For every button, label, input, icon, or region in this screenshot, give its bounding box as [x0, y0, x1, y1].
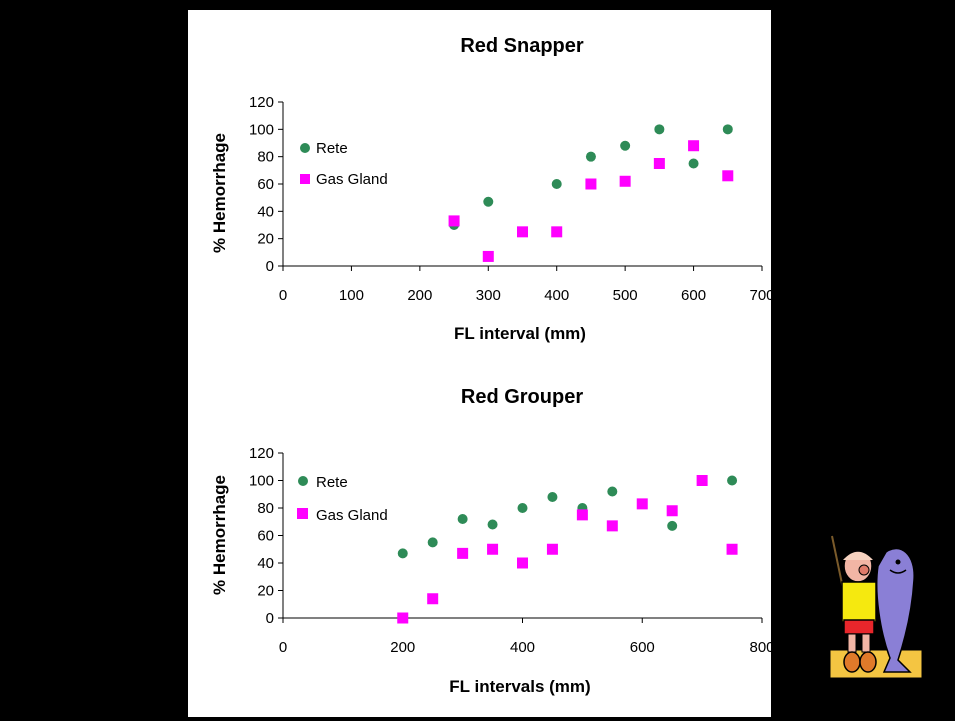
- point-gas-gland: [619, 175, 631, 187]
- legend-label-rete: Rete: [316, 140, 348, 157]
- x-axis-label: FL interval (mm): [454, 324, 586, 343]
- point-rete: [457, 514, 468, 524]
- point-rete: [607, 486, 618, 497]
- legend-label-rete: Rete: [316, 474, 348, 491]
- y-tick-label: 80: [257, 149, 274, 166]
- point-rete: [427, 537, 438, 548]
- chart-red-grouper: Red Grouper % Hemorrhage FL intervals (m…: [210, 386, 775, 696]
- point-gas-gland: [517, 226, 528, 238]
- slide-panel: [188, 10, 771, 717]
- legend-marker-rete: [300, 143, 310, 153]
- x-tick-label: 400: [510, 639, 535, 656]
- y-tick-label: 120: [249, 445, 274, 462]
- x-tick-label: 300: [476, 287, 501, 304]
- x-tick-label: 800: [749, 639, 774, 656]
- point-gas-gland: [636, 498, 648, 510]
- y-tick-label: 0: [266, 258, 274, 275]
- y-axis-label: % Hemorrhage: [210, 133, 229, 253]
- x-tick-label: 400: [544, 287, 569, 304]
- tick-labels: 0 100 200 300 400 500 600 700 0 20 40 60 80 100 120: [249, 94, 775, 304]
- legend: Rete Gas Gland: [297, 474, 388, 524]
- y-tick-label: 20: [257, 583, 274, 600]
- x-tick-label: 700: [749, 287, 774, 304]
- point-gas-gland: [722, 170, 734, 182]
- chart-title: Red Snapper: [460, 35, 584, 57]
- point-gas-gland: [726, 543, 738, 555]
- y-tick-label: 60: [257, 176, 274, 193]
- point-rete: [585, 151, 596, 162]
- point-gas-gland: [551, 226, 563, 238]
- y-tick-label: 0: [266, 610, 274, 627]
- y-tick-label: 40: [257, 203, 274, 220]
- x-axis-label: FL intervals (mm): [449, 677, 590, 696]
- y-tick-label: 60: [257, 528, 274, 545]
- point-rete: [551, 179, 562, 189]
- tick-labels: 0 200 400 600 800 0 20 40 60 80 100 120: [249, 445, 775, 656]
- axes: [278, 101, 763, 271]
- point-rete: [620, 140, 631, 151]
- point-rete: [517, 503, 528, 513]
- point-gas-gland: [482, 250, 494, 262]
- point-gas-gland: [397, 612, 409, 624]
- x-tick-label: 600: [681, 287, 706, 304]
- point-gas-gland: [546, 543, 558, 555]
- legend-marker-rete: [298, 476, 308, 486]
- legend-label-gas-gland: Gas Gland: [316, 171, 388, 188]
- point-gas-gland: [653, 158, 665, 169]
- y-tick-label: 100: [249, 473, 274, 490]
- legend-marker-gas-gland: [297, 508, 308, 519]
- point-rete: [667, 520, 678, 531]
- data-marks: [448, 124, 734, 262]
- point-gas-gland: [427, 593, 439, 605]
- y-tick-label: 120: [249, 94, 274, 111]
- legend-label-gas-gland: Gas Gland: [316, 507, 388, 524]
- point-rete: [654, 124, 665, 135]
- x-tick-label: 500: [613, 287, 638, 304]
- x-tick-label: 0: [279, 639, 287, 656]
- data-marks: [397, 475, 738, 624]
- point-rete: [483, 196, 494, 207]
- point-gas-gland: [576, 509, 588, 521]
- x-tick-label: 600: [630, 639, 655, 656]
- x-tick-label: 100: [339, 287, 364, 304]
- point-rete: [397, 548, 408, 559]
- point-rete: [722, 124, 733, 135]
- point-gas-gland: [448, 215, 460, 227]
- point-gas-gland: [696, 475, 708, 486]
- point-rete: [727, 475, 738, 486]
- point-gas-gland: [487, 543, 499, 555]
- point-gas-gland: [688, 140, 700, 152]
- point-gas-gland: [666, 505, 678, 517]
- chart-title: Red Grouper: [461, 386, 583, 408]
- point-rete: [547, 492, 558, 502]
- point-gas-gland: [517, 557, 528, 569]
- x-tick-label: 200: [407, 287, 432, 304]
- axes: [278, 452, 763, 623]
- fisherman-with-fish-icon: [829, 535, 923, 679]
- point-gas-gland: [457, 547, 469, 559]
- legend-marker-gas-gland: [300, 174, 310, 184]
- y-tick-label: 20: [257, 231, 274, 248]
- point-gas-gland: [585, 178, 597, 190]
- y-axis-label: % Hemorrhage: [210, 475, 229, 595]
- x-tick-label: 0: [279, 287, 287, 304]
- y-tick-label: 100: [249, 121, 274, 138]
- point-gas-gland: [606, 520, 618, 532]
- point-rete: [688, 158, 699, 169]
- legend: Rete Gas Gland: [300, 140, 388, 188]
- x-tick-label: 200: [390, 639, 415, 656]
- y-tick-label: 40: [257, 555, 274, 572]
- point-rete: [487, 519, 498, 530]
- y-tick-label: 80: [257, 500, 274, 517]
- chart-red-snapper: Red Snapper % Hemorrhage FL interval (mm…: [210, 35, 775, 343]
